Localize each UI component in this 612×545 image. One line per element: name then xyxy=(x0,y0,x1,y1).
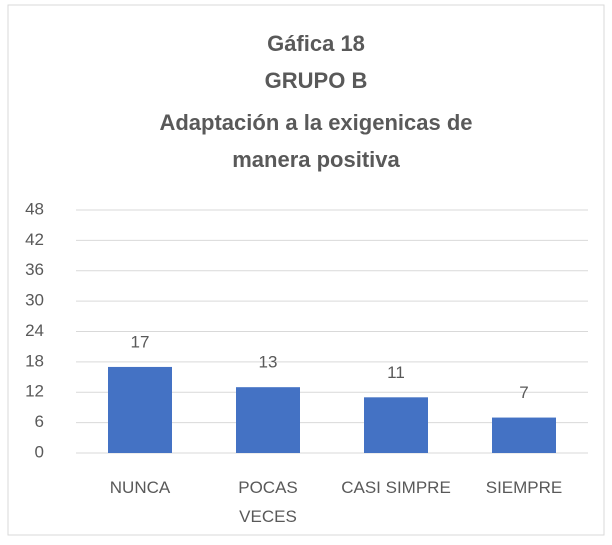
y-tick-label: 30 xyxy=(25,291,44,310)
y-tick-label: 48 xyxy=(25,199,44,218)
bar xyxy=(364,397,428,453)
x-tick-label-box: POCAS VECES xyxy=(238,478,298,526)
x-tick-label: CASI SIMPRE xyxy=(341,478,451,497)
y-tick-label: 6 xyxy=(35,412,44,431)
bar xyxy=(236,387,300,453)
x-tick-label-box: NUNCA xyxy=(109,478,171,497)
y-tick-label: 18 xyxy=(25,351,44,370)
chart-title: Gáfica 18 xyxy=(267,31,365,56)
y-tick-label: 0 xyxy=(35,442,44,461)
data-label: 13 xyxy=(259,353,278,372)
y-tick-label: 12 xyxy=(25,382,44,401)
x-tick-label: NUNCA xyxy=(109,478,171,497)
data-label: 11 xyxy=(387,363,405,382)
y-tick-label: 24 xyxy=(25,321,44,340)
bar xyxy=(108,366,172,453)
x-tick-label-box: CASI SIMPRE xyxy=(341,478,451,497)
x-tick-label: POCAS VECES xyxy=(238,478,298,526)
data-label: 17 xyxy=(131,332,150,351)
x-tick-label-box: SIEMPRE xyxy=(485,478,563,497)
x-tick-label: SIEMPRE xyxy=(485,478,563,497)
y-tick-label: 36 xyxy=(25,260,44,279)
y-tick-label: 42 xyxy=(25,230,44,249)
data-label: 7 xyxy=(519,383,528,402)
chart-title: Adaptación a la exigenicas de xyxy=(159,110,472,135)
chart-title: manera positiva xyxy=(232,147,400,172)
bar xyxy=(492,417,556,453)
chart-title: GRUPO B xyxy=(265,68,368,93)
